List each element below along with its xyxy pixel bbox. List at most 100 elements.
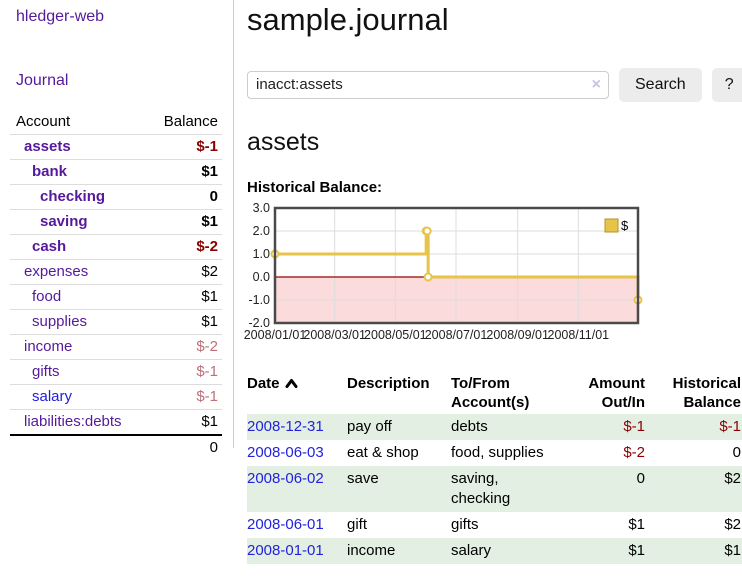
transaction-row: 2008-06-01 gift gifts $1 $2	[247, 512, 742, 538]
svg-text:0.0: 0.0	[253, 270, 270, 284]
account-balance: $1	[146, 409, 222, 435]
transaction-accounts: debts	[451, 413, 561, 440]
transaction-accounts: food, supplies	[451, 443, 544, 461]
transaction-accounts: salary	[451, 537, 561, 564]
legend-label: $	[621, 218, 629, 233]
account-link[interactable]: bank	[32, 163, 68, 180]
register-header-balance: Historical Balance	[672, 374, 741, 411]
transaction-row: 2008-12-31 pay off debts $-1 $-1	[247, 413, 742, 440]
account-balance: $1	[146, 159, 222, 185]
account-link[interactable]: liabilities:debts	[24, 413, 122, 430]
clear-search-icon[interactable]: ×	[591, 75, 601, 93]
sort-ascending-icon	[285, 378, 298, 388]
account-link[interactable]: gifts	[32, 363, 60, 380]
transaction-row: 2008-01-01 income salary $1 $1	[247, 537, 742, 564]
transaction-amount: $1	[561, 537, 647, 564]
account-link[interactable]: cash	[32, 238, 67, 255]
transaction-date-link[interactable]: 2008-01-01	[247, 541, 324, 559]
account-link[interactable]: supplies	[32, 313, 88, 330]
transaction-balance: $2	[647, 465, 742, 512]
account-balance: $-1	[146, 134, 222, 160]
transaction-date-cell: 2008-06-02	[247, 465, 347, 512]
account-row: gifts $-1	[10, 359, 222, 385]
register-header-date[interactable]: Date	[247, 372, 347, 414]
historical-balance-chart[interactable]: $ -2.0 -1.0 0.0 1.0 2.0 3.0 2008/01/01 2008/03/0…	[244, 201, 647, 350]
search-input[interactable]	[247, 70, 609, 99]
account-row: saving $1	[10, 209, 222, 235]
help-button[interactable]: ?	[711, 67, 742, 102]
account-balance: $-1	[146, 359, 222, 385]
data-point-marker	[423, 272, 433, 282]
accounts-table: Account Balance assets $-1 bank $1 checking 0…	[10, 110, 222, 460]
svg-text:2008/11/01: 2008/11/01	[548, 328, 610, 342]
transaction-description: eat & shop	[347, 443, 419, 461]
transaction-description: save	[347, 465, 451, 512]
account-link[interactable]: income	[24, 338, 73, 355]
svg-text:2008/01/01: 2008/01/01	[244, 328, 307, 342]
account-link[interactable]: assets	[24, 138, 71, 155]
account-balance: $-1	[146, 384, 222, 410]
transaction-date-cell: 2008-06-01	[247, 512, 347, 538]
page-title: sample.journal	[247, 2, 449, 37]
transaction-date-link[interactable]: 2008-12-31	[247, 417, 324, 435]
account-heading: assets	[247, 127, 320, 156]
account-balance: 0	[146, 184, 222, 210]
account-balance: $-2	[146, 234, 222, 260]
transaction-date-cell: 2008-01-01	[247, 537, 347, 564]
transaction-amount: 0	[561, 465, 647, 512]
register-table: Date Description To/From Account(s) Amou…	[247, 372, 742, 564]
account-row: salary $-1	[10, 384, 222, 410]
account-row: income $-2	[10, 334, 222, 360]
sidebar-item-journal[interactable]: Journal	[16, 72, 69, 89]
account-link[interactable]: saving	[40, 213, 88, 230]
svg-text:2.0: 2.0	[253, 224, 270, 238]
register-header-description: Description	[347, 374, 430, 392]
transaction-balance: $1	[647, 537, 742, 564]
svg-text:2008/03/01: 2008/03/01	[303, 328, 366, 342]
account-link[interactable]: checking	[40, 188, 106, 205]
transaction-date-link[interactable]: 2008-06-01	[247, 515, 324, 533]
search-row: × Search ?	[247, 67, 742, 102]
search-button[interactable]: Search	[619, 67, 702, 102]
account-link[interactable]: expenses	[24, 263, 89, 280]
transaction-description: income	[347, 537, 451, 564]
accounts-table-body: assets $-1 bank $1 checking 0 saving $1 cash $-2 e…	[10, 134, 222, 435]
transaction-balance: 0	[732, 443, 741, 461]
transaction-date-link[interactable]: 2008-06-03	[247, 443, 324, 461]
transaction-amount: $-1	[561, 413, 647, 440]
plot-border	[273, 206, 640, 324]
transaction-date-cell: 2008-06-03	[247, 440, 347, 466]
register-header-amount: Amount Out/In	[588, 374, 645, 411]
transaction-row: 2008-06-03 eat & shop food, supplies $-2 0	[247, 440, 742, 466]
register-header-accounts: To/From Account(s)	[451, 374, 530, 411]
svg-text:2008/07/01: 2008/07/01	[425, 328, 488, 342]
transaction-amount: $1	[628, 515, 645, 533]
transaction-description: gift	[347, 515, 368, 533]
data-point-marker	[422, 226, 432, 236]
account-row: liabilities:debts $1	[10, 409, 222, 435]
transaction-amount: $-2	[623, 443, 645, 461]
search-box: ×	[247, 70, 609, 99]
balance-chart-svg: $ -2.0 -1.0 0.0 1.0 2.0 3.0 2008/01/012008/03/0…	[244, 201, 643, 342]
accounts-total-value: 0	[146, 434, 222, 460]
svg-text:1.0: 1.0	[253, 247, 270, 261]
transaction-description: pay off	[347, 413, 451, 440]
svg-text:2008/05/01: 2008/05/01	[364, 328, 427, 342]
account-row: assets $-1	[10, 134, 222, 160]
transaction-date-link[interactable]: 2008-06-02	[247, 469, 324, 487]
account-row: bank $1	[10, 159, 222, 185]
account-link[interactable]: food	[32, 288, 62, 305]
account-row: supplies $1	[10, 309, 222, 335]
transaction-accounts: saving, checking	[451, 465, 561, 512]
svg-text:-1.0: -1.0	[248, 293, 270, 307]
account-link[interactable]: salary	[32, 388, 73, 405]
transaction-row: 2008-06-02 save saving, checking 0 $2	[247, 465, 742, 512]
svg-text:-2.0: -2.0	[248, 316, 270, 330]
account-balance: $1	[146, 209, 222, 235]
account-row: food $1	[10, 284, 222, 310]
register-table-body: 2008-12-31 pay off debts $-1 $-1 2008-06-03 ea…	[247, 413, 742, 564]
transaction-accounts: gifts	[451, 515, 479, 533]
main-content: sample.journal × Search ? assets Histori…	[234, 0, 742, 582]
account-row: checking 0	[10, 184, 222, 210]
app-title-link[interactable]: hledger-web	[16, 8, 105, 25]
